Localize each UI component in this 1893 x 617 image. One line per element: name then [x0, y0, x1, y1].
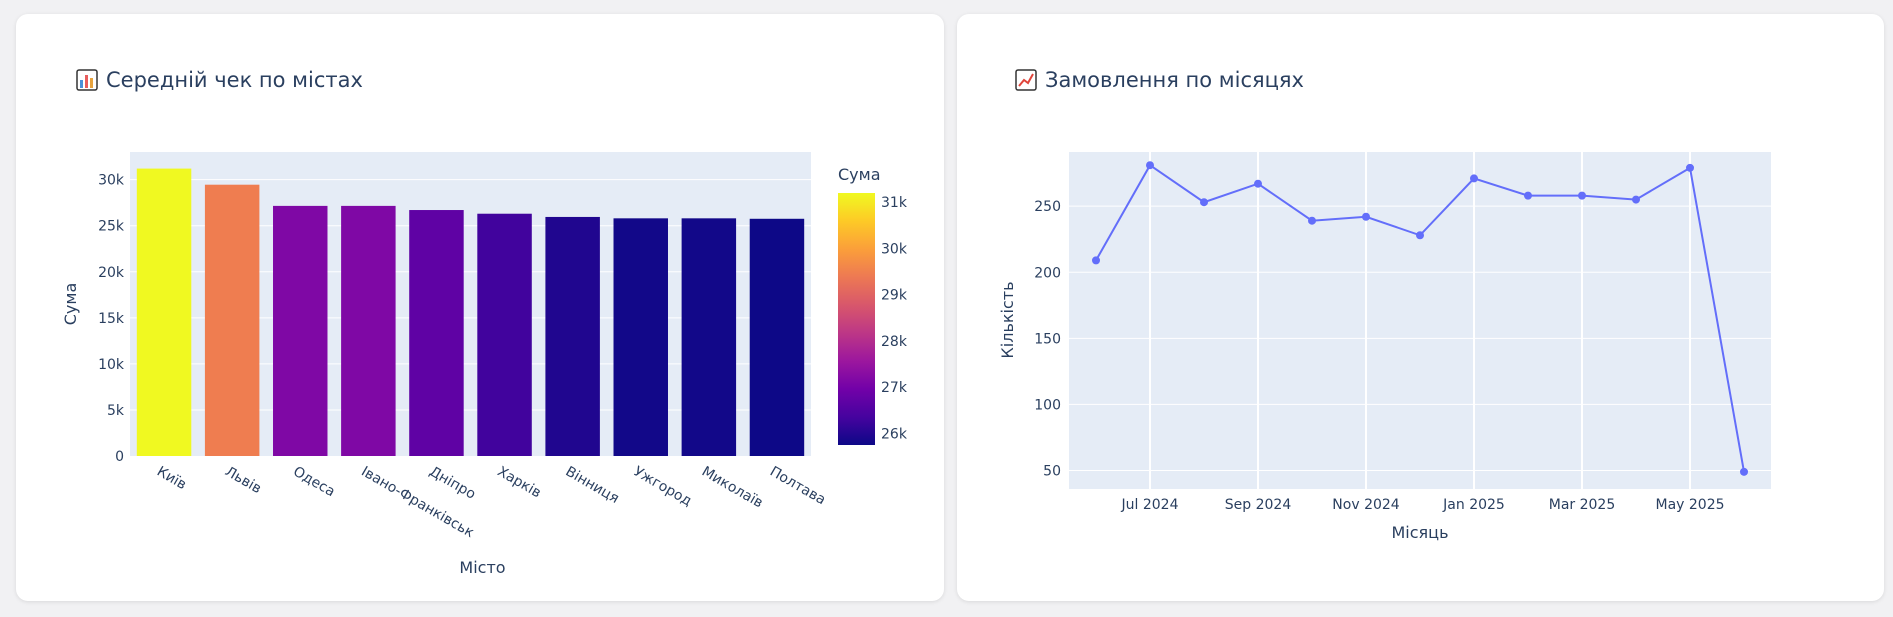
- plot-area: [1069, 152, 1771, 489]
- left-chart-title: Середній чек по містах: [76, 68, 363, 92]
- x-tick-label: Ужгород: [631, 464, 695, 510]
- data-point: [1254, 179, 1262, 188]
- data-point: [1740, 467, 1748, 476]
- colorbar-tick-label: 27k: [881, 380, 908, 396]
- x-tick-label: Jan 2025: [1442, 497, 1505, 513]
- x-tick-label: Mar 2025: [1549, 497, 1616, 513]
- x-tick-label: Nov 2024: [1332, 497, 1399, 513]
- colorbar-tick-label: 31k: [881, 195, 908, 211]
- data-point: [1200, 198, 1208, 207]
- right-chart-title-text: Замовлення по місяцях: [1045, 68, 1304, 92]
- data-point: [1632, 195, 1640, 204]
- colorbar-tick-label: 28k: [881, 334, 908, 350]
- bar: [273, 205, 328, 456]
- data-point: [1362, 212, 1370, 221]
- y-tick-label: 20k: [98, 265, 125, 281]
- bar-chart-icon: [76, 69, 98, 91]
- bar: [613, 218, 668, 456]
- x-tick-label: Львів: [222, 464, 264, 497]
- y-tick-label: 0: [115, 449, 124, 465]
- y-axis-title: Кількість: [998, 281, 1017, 358]
- left-chart-card: Середній чек по містах 0 5k 10k 15k 20k 25k 30…: [16, 14, 944, 601]
- y-tick-label: 15k: [98, 311, 125, 327]
- data-point: [1470, 174, 1478, 183]
- x-tick-label: Київ: [154, 464, 189, 493]
- y-axis-title: Сума: [61, 283, 80, 326]
- right-chart-title: Замовлення по місяцях: [1015, 68, 1304, 92]
- y-tick-label: 25k: [98, 219, 125, 235]
- y-tick-label: 10k: [98, 357, 125, 373]
- colorbar-tick-label: 30k: [881, 241, 908, 257]
- x-tick-label: Вінниця: [563, 464, 622, 507]
- bar-chart: 0 5k 10k 15k 20k 25k 30k Київ Львів Одеса Івано-Фр…: [61, 152, 908, 577]
- x-axis-title: Місяць: [1392, 523, 1449, 542]
- x-tick-label: Jul 2024: [1121, 497, 1179, 513]
- data-point: [1308, 216, 1316, 225]
- colorbar-tick-label: 26k: [881, 426, 908, 442]
- x-tick-label: Дніпро: [426, 464, 478, 503]
- line-chart: 50 100 150 200 250 Jul 2024 Sep 2024 Nov 2024 Ja…: [998, 152, 1771, 542]
- colorbar-title: Сума: [838, 165, 881, 184]
- x-tick-label: Миколаїв: [699, 464, 766, 512]
- x-tick-label: Sep 2024: [1225, 497, 1292, 513]
- data-point: [1524, 191, 1532, 200]
- x-tick-label: May 2025: [1655, 497, 1724, 513]
- bar: [204, 184, 260, 456]
- data-point: [1686, 163, 1694, 172]
- bar: [477, 213, 532, 456]
- bar: [136, 168, 192, 456]
- y-tick-label: 50: [1043, 463, 1061, 479]
- data-point: [1146, 161, 1154, 170]
- y-tick-label: 250: [1034, 199, 1061, 215]
- bar: [681, 218, 737, 456]
- data-point: [1416, 231, 1424, 240]
- left-chart-title-text: Середній чек по містах: [106, 68, 363, 92]
- data-point: [1578, 191, 1586, 200]
- data-point: [1092, 256, 1100, 265]
- x-tick-label: Харків: [495, 464, 544, 502]
- bar: [749, 218, 805, 456]
- bar: [409, 210, 464, 456]
- x-axis-title: Місто: [459, 558, 505, 577]
- y-tick-label: 5k: [107, 403, 125, 419]
- x-tick-label: Одеса: [290, 464, 337, 501]
- right-chart-card: Замовлення по місяцях 50 100 150 200 250 Jul …: [957, 14, 1884, 601]
- x-tick-label: Івано-Франківськ: [358, 464, 476, 542]
- y-tick-label: 200: [1034, 265, 1061, 281]
- y-tick-label: 150: [1034, 331, 1061, 347]
- colorbar-tick-label: 29k: [881, 288, 908, 304]
- colorbar: [838, 193, 875, 445]
- y-tick-label: 100: [1034, 397, 1061, 413]
- bar: [341, 205, 396, 456]
- y-tick-label: 30k: [98, 173, 125, 189]
- bar: [545, 216, 600, 456]
- line-chart-icon: [1015, 69, 1037, 91]
- x-tick-label: Полтава: [767, 464, 828, 509]
